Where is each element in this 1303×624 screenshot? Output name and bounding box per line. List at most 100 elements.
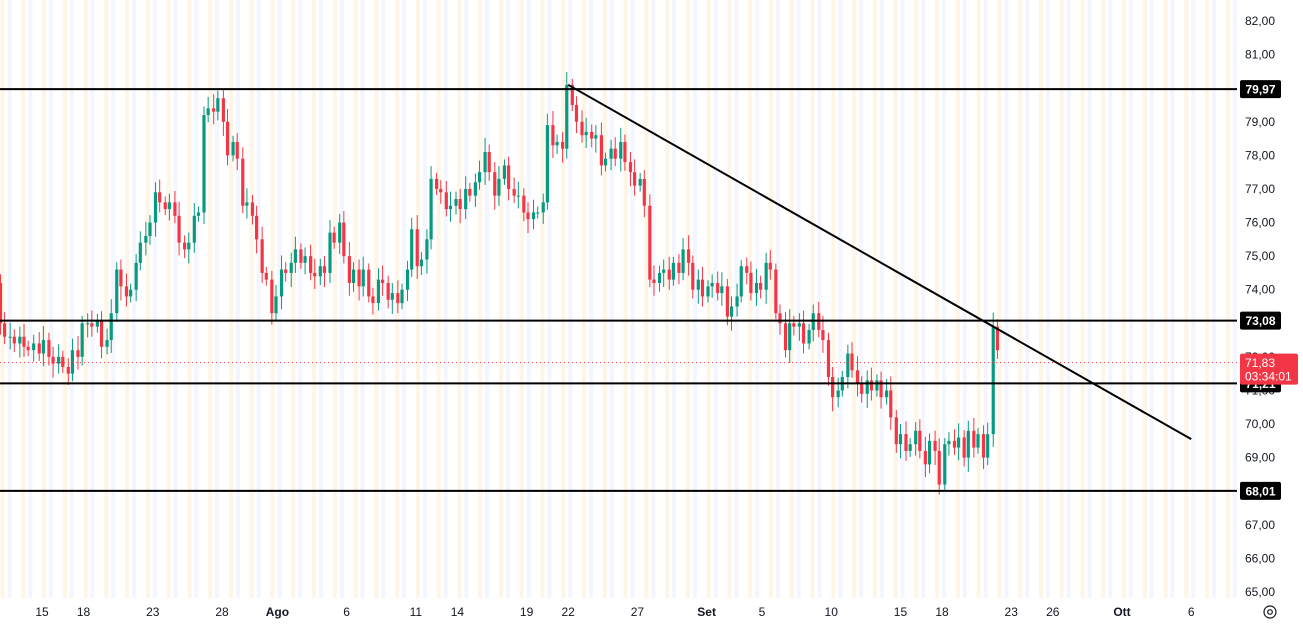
session-band [692,0,697,598]
x-tick-label: Set [697,605,716,619]
candle-body [613,148,617,159]
session-band [42,0,47,598]
candle-body [609,148,613,159]
y-tick-label: 75,00 [1245,249,1275,263]
candle-body [26,346,30,351]
session-band [748,0,753,598]
candle-body [376,279,381,304]
candle-body [396,293,400,304]
candle-body [318,266,322,277]
candle-body [962,437,966,458]
level-price-tag [1240,481,1281,500]
candle-body [192,215,196,243]
level-price-tag [1240,80,1281,99]
session-band [187,0,192,598]
session-band [1045,0,1050,598]
candle-body [202,115,206,213]
candle-body [502,165,507,179]
candle-body [551,125,555,146]
candle-body [22,336,26,347]
candle-body [904,434,908,451]
candle-body [691,262,695,290]
candle-body [768,262,772,270]
candle-body [991,326,995,435]
x-tick-label: 15 [35,605,49,619]
candle-body [574,104,579,122]
session-band [125,0,130,598]
candle-body [90,323,94,327]
candle-body [811,313,815,331]
candle-body [70,350,75,374]
candle-body [158,192,162,203]
candle-body [986,434,990,458]
candle-body [754,282,759,294]
session-band [422,0,427,598]
session-band [166,0,171,598]
session-band [132,0,137,598]
candle-body [12,336,16,344]
session-band [339,0,344,598]
session-band [1205,0,1210,598]
candle-body [177,215,181,243]
session-band [983,0,988,598]
candle-body [855,370,860,384]
session-band [90,0,95,598]
session-band [505,0,510,598]
candle-body [435,178,439,189]
candle-body [338,222,342,243]
candle-body [99,319,104,347]
session-band [1025,0,1030,598]
session-band [69,0,74,598]
y-tick-label: 78,00 [1245,148,1275,162]
session-band [374,0,379,598]
candle-body [386,282,390,300]
candle-body [129,289,133,297]
session-band [858,0,864,598]
session-band [630,0,635,598]
candle-body [115,269,119,314]
candle-body [555,141,559,146]
candle-body [536,212,540,214]
candle-body [264,272,268,280]
candle-body [361,269,365,287]
session-band [1170,0,1175,598]
trendline[interactable] [567,83,1192,441]
session-band [914,0,919,598]
session-band [464,0,469,598]
session-band [7,0,12,598]
session-band [436,0,441,598]
x-tick-label: Ott [1113,605,1130,619]
candle-body [322,266,327,273]
candle-body [788,323,792,351]
candle-body [774,269,778,314]
y-tick-label: 69,00 [1245,451,1275,465]
session-band [215,0,220,598]
session-band [1004,0,1009,598]
candle-body [633,172,637,186]
candle-body [381,279,385,283]
candle-body [66,366,70,374]
session-band [997,0,1002,598]
session-band [540,0,545,598]
session-band [235,0,240,598]
session-band [872,0,877,598]
candle-body [918,430,922,451]
bar-countdown-label: 03:34:01 [1245,370,1292,384]
session-band [817,0,822,598]
session-band [935,0,940,598]
x-tick-label: 14 [451,605,465,619]
session-band [83,0,88,598]
candle-body [173,202,177,216]
session-band [789,0,794,598]
candle-body [807,330,811,344]
candle-body [516,195,520,197]
candle-body [444,192,448,210]
candle-body [667,269,671,280]
chart-settings-button[interactable] [1260,602,1280,622]
session-band [318,0,324,598]
candle-body [3,323,7,337]
candle-body [250,202,255,216]
candle-body [720,286,724,294]
candle-body [590,131,594,139]
